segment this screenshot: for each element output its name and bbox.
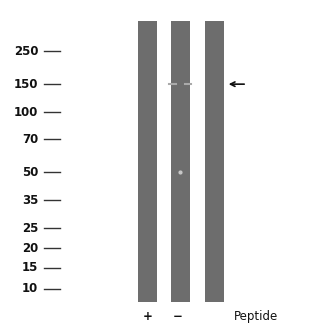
Text: 25: 25 <box>22 222 38 235</box>
Text: 250: 250 <box>14 45 38 58</box>
Text: Peptide: Peptide <box>234 310 278 323</box>
Text: 50: 50 <box>22 166 38 179</box>
Text: 15: 15 <box>22 261 38 275</box>
Text: 35: 35 <box>22 194 38 207</box>
Text: 150: 150 <box>14 78 38 91</box>
Text: +: + <box>143 310 153 323</box>
Text: 100: 100 <box>14 106 38 119</box>
Bar <box>171 21 190 302</box>
Text: 20: 20 <box>22 242 38 255</box>
Text: −: − <box>173 310 183 323</box>
Bar <box>205 21 224 302</box>
Text: 10: 10 <box>22 282 38 295</box>
Text: 70: 70 <box>22 133 38 146</box>
Bar <box>138 21 157 302</box>
